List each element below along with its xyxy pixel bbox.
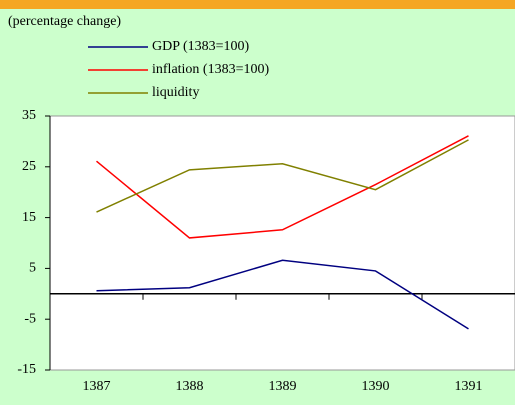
legend-label: liquidity — [152, 85, 199, 100]
x-tick-label: 1388 — [176, 379, 204, 394]
y-tick-label: 15 — [22, 210, 36, 225]
line-series — [96, 139, 469, 213]
x-tick-label: 1390 — [362, 379, 390, 394]
x-tick-label: 1387 — [83, 379, 111, 394]
line-series — [96, 135, 469, 239]
chart-subtitle: (percentage change) — [8, 14, 121, 29]
legend-label: GDP (1383=100) — [152, 39, 250, 54]
x-tick-label: 1389 — [269, 379, 297, 394]
plot-area — [49, 115, 515, 371]
line-series — [96, 259, 469, 330]
y-tick-label: -5 — [24, 311, 36, 326]
y-tick-label: 5 — [29, 261, 36, 276]
y-tick-label: -15 — [17, 362, 36, 377]
x-tick-label: 1391 — [455, 379, 483, 394]
y-tick-label: 25 — [22, 159, 36, 174]
top-bar — [0, 0, 515, 9]
legend-label: inflation (1383=100) — [152, 62, 269, 77]
y-tick-label: 35 — [22, 108, 36, 123]
